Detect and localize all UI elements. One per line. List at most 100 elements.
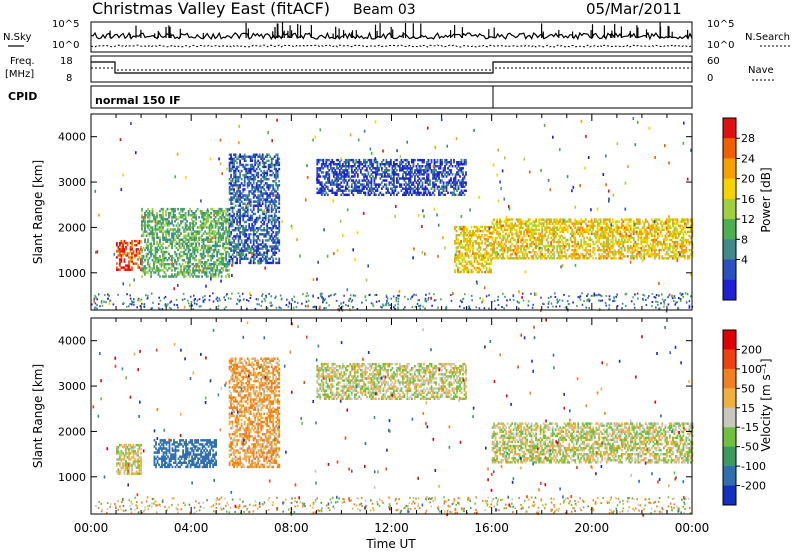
heatmap-cell (398, 173, 400, 175)
heatmap-cell (441, 161, 443, 163)
heatmap-cell (153, 241, 155, 243)
heatmap-cell (149, 263, 151, 265)
heatmap-cell (232, 178, 234, 180)
heatmap-cell (520, 231, 522, 233)
heatmap-cell (164, 224, 166, 226)
heatmap-cell (471, 240, 473, 242)
heatmap-cell (464, 186, 466, 188)
heatmap-cell (254, 223, 256, 225)
heatmap-cell (594, 247, 596, 249)
heatmap-cell (541, 222, 543, 224)
heatmap-cell (577, 241, 579, 243)
heatmap-cell (167, 208, 169, 210)
heatmap-cell (165, 235, 167, 237)
heatmap-cell (423, 159, 425, 161)
heatmap-cell (457, 238, 459, 240)
heatmap-cell (585, 241, 587, 243)
heatmap-cell (272, 227, 274, 229)
heatmap-cell (182, 220, 184, 222)
heatmap-cell (469, 242, 471, 244)
heatmap-cell (446, 159, 448, 161)
heatmap-cell (180, 265, 182, 267)
heatmap-cell (453, 159, 455, 161)
heatmap-cell (179, 263, 181, 265)
heatmap-cell (254, 213, 256, 215)
heatmap-cell (173, 224, 175, 226)
heatmap-cell (268, 160, 270, 162)
heatmap-cell (247, 258, 249, 260)
heatmap-cell (122, 244, 124, 246)
heatmap-cell (272, 158, 274, 160)
heatmap-cell (661, 255, 663, 257)
heatmap-cell (152, 245, 154, 247)
heatmap-cell (180, 239, 182, 241)
heatmap-cell (241, 231, 243, 233)
heatmap-cell (546, 229, 548, 231)
heatmap-cell (455, 186, 457, 188)
heatmap-cell (200, 230, 202, 232)
heatmap-cell (478, 271, 480, 273)
heatmap-cell (606, 222, 608, 224)
heatmap-cell (162, 243, 164, 245)
heatmap-cell (201, 235, 203, 237)
heatmap-cell (139, 256, 141, 258)
heatmap-cell (278, 184, 280, 186)
heatmap-cell (171, 269, 173, 271)
heatmap-cell (225, 255, 227, 257)
heatmap-cell (121, 246, 123, 248)
heatmap-cell (266, 223, 268, 225)
heatmap-cell (630, 225, 632, 227)
heatmap-cell (570, 227, 572, 229)
heatmap-cell (277, 154, 279, 156)
heatmap-cell (460, 271, 462, 273)
heatmap-cell (179, 235, 181, 237)
heatmap-cell (459, 261, 461, 263)
heatmap-cell (201, 275, 203, 277)
heatmap-cell (203, 249, 205, 251)
heatmap-cell (183, 245, 185, 247)
heatmap-cell (149, 216, 151, 218)
heatmap-cell (591, 218, 593, 220)
heatmap-cell (171, 220, 173, 222)
heatmap-cell (222, 224, 224, 226)
heatmap-cell (621, 233, 623, 235)
heatmap-cell (278, 211, 280, 213)
heatmap-cell (165, 257, 167, 259)
heatmap-cell (150, 243, 152, 245)
heatmap-cell (266, 174, 268, 176)
heatmap-cell (621, 249, 623, 251)
heatmap-cell (185, 212, 187, 214)
heatmap-cell (513, 237, 515, 239)
heatmap-cell (550, 218, 552, 220)
heatmap-cell (119, 269, 121, 271)
heatmap-cell (278, 239, 280, 241)
heatmap-cell (661, 225, 663, 227)
heatmap-cell (162, 208, 164, 210)
heatmap-cell (233, 188, 235, 190)
heatmap-cell (250, 262, 252, 264)
heatmap-cell (213, 265, 215, 267)
heatmap-cell (159, 237, 161, 239)
heatmap-cell (248, 192, 250, 194)
heatmap-cell (162, 220, 164, 222)
nsky-label: N.Sky (3, 32, 31, 43)
heatmap-cell (228, 269, 230, 271)
heatmap-cell (541, 243, 543, 245)
heatmap-cell (516, 229, 518, 231)
heatmap-cell (579, 235, 581, 237)
heatmap-cell (222, 259, 224, 261)
heatmap-cell (601, 235, 603, 237)
heatmap-cell (229, 239, 231, 241)
heatmap-cell (278, 249, 280, 251)
heatmap-cell (221, 275, 223, 277)
heatmap-cell (358, 179, 360, 181)
heatmap-cell (144, 259, 146, 261)
heatmap-cell (618, 220, 620, 222)
heatmap-cell (541, 249, 543, 251)
heatmap-cell (450, 169, 452, 171)
heatmap-cell (245, 160, 247, 162)
heatmap-cell (143, 247, 145, 249)
heatmap-cell (358, 186, 360, 188)
heatmap-cell (277, 174, 279, 176)
heatmap-cell (529, 218, 531, 220)
